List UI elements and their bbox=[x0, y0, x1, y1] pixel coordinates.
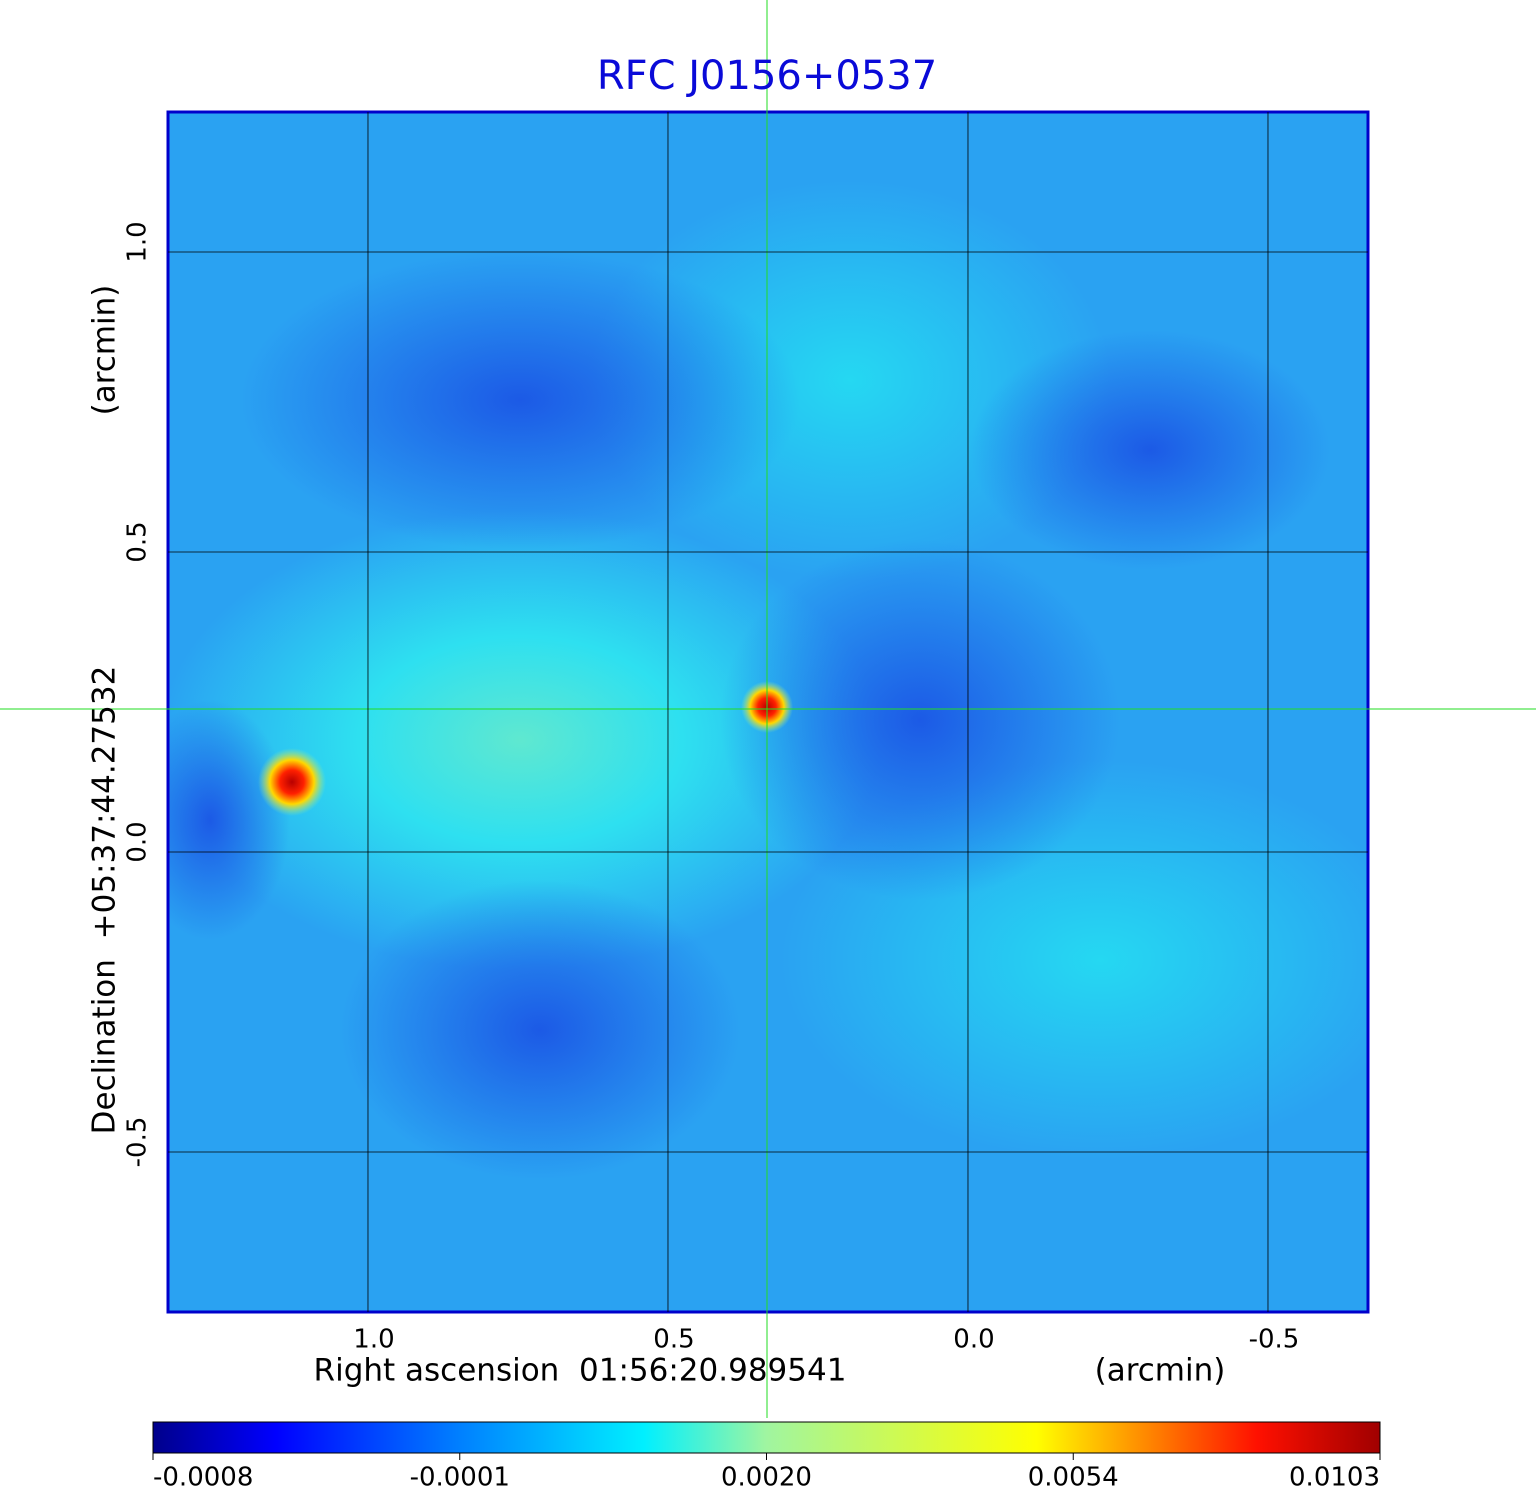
colorbar-tick-label: -0.0008 bbox=[153, 1463, 253, 1493]
colorbar-tick-label: 0.0020 bbox=[721, 1463, 812, 1493]
colorbar-tick-label: -0.0001 bbox=[410, 1463, 510, 1493]
y-tick-label: 0.0 bbox=[123, 821, 153, 862]
y-axis-unit: (arcmin) bbox=[87, 285, 123, 416]
y-tick-label: 1.0 bbox=[123, 221, 153, 262]
y-tick-label: 0.5 bbox=[123, 521, 153, 562]
colorbar-tick-label: 0.0054 bbox=[1028, 1463, 1119, 1493]
chart-title: RFC J0156+0537 bbox=[597, 53, 937, 99]
y-tick-label: -0.5 bbox=[123, 1117, 153, 1168]
x-tick-label: 0.0 bbox=[953, 1325, 994, 1355]
colorbar bbox=[152, 1421, 1381, 1454]
plot-frame bbox=[166, 110, 1370, 1314]
y-axis-label: Declination +05:37:44.27532 bbox=[87, 666, 123, 1135]
x-tick-label: -0.5 bbox=[1249, 1325, 1300, 1355]
sky-image bbox=[168, 112, 1368, 1312]
x-axis-unit: (arcmin) bbox=[1095, 1353, 1226, 1389]
x-axis-label: Right ascension 01:56:20.989541 bbox=[314, 1353, 847, 1389]
x-tick-label: 0.5 bbox=[653, 1325, 694, 1355]
colorbar-tick-label: 0.0103 bbox=[1289, 1463, 1380, 1493]
x-tick-label: 1.0 bbox=[353, 1325, 394, 1355]
